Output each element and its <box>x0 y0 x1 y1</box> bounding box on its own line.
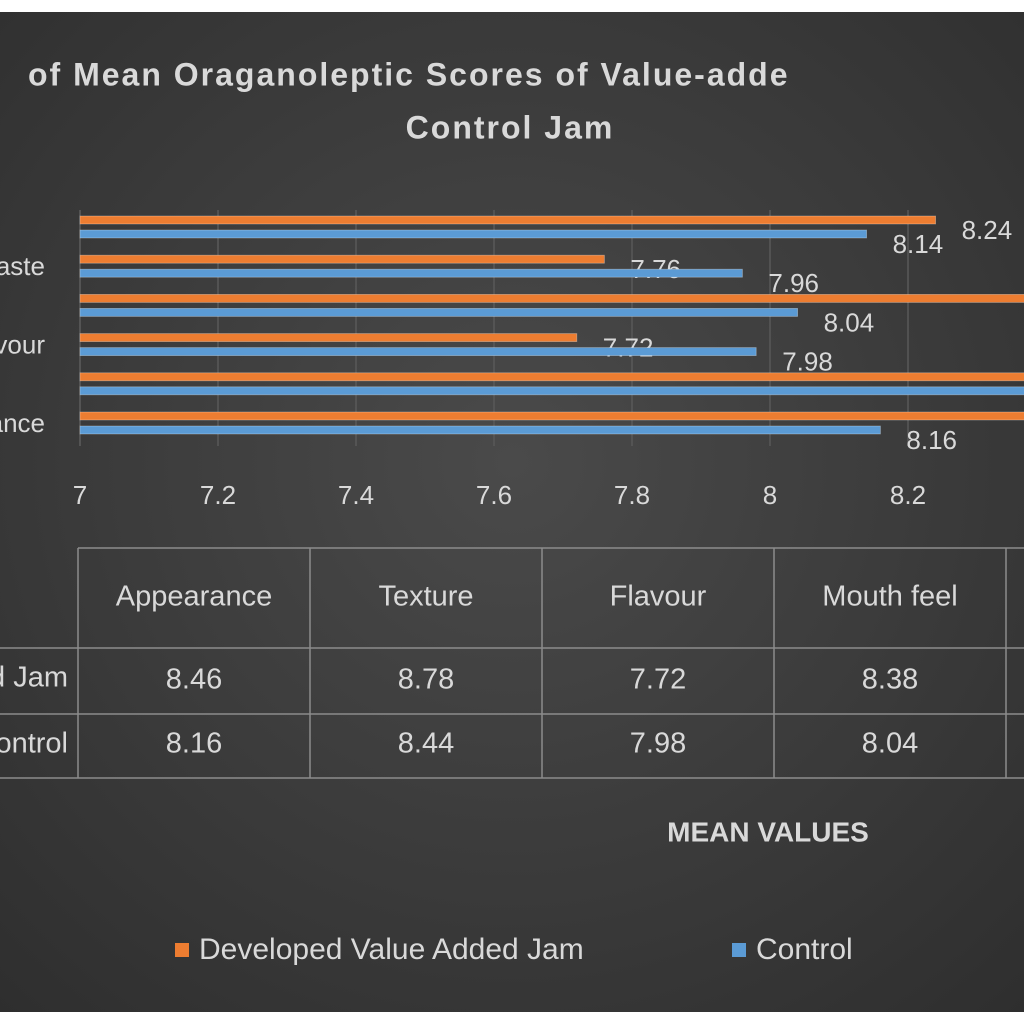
data-label: 7.98 <box>782 346 833 376</box>
bar <box>79 411 1024 421</box>
bar <box>79 347 757 357</box>
bar <box>79 425 881 435</box>
bar <box>79 293 1024 303</box>
x-tick-label: 7 <box>73 480 87 510</box>
table-row-label: Developed Value Added Jam <box>0 662 68 694</box>
table-cell: 7.98 <box>630 728 686 760</box>
x-tick-label: 7.2 <box>200 480 236 510</box>
data-label: 7.76 <box>630 254 681 284</box>
chart-title: Control Jam <box>406 109 615 145</box>
table-cell: 7.72 <box>630 664 686 696</box>
table-cell: 8.78 <box>398 664 454 696</box>
legend-label: Developed Value Added Jam <box>199 933 584 966</box>
table-cell: 8.44 <box>398 728 454 760</box>
bar <box>79 372 1024 382</box>
bar <box>79 229 867 239</box>
x-tick-label: 8 <box>763 480 777 510</box>
chart-title: of Mean Oraganoleptic Scores of Value-ad… <box>28 56 790 92</box>
table-header: Mouth feel <box>822 581 957 613</box>
x-tick-label: 8.2 <box>890 480 926 510</box>
data-label: 8.24 <box>962 215 1013 245</box>
table-header: Flavour <box>610 581 707 613</box>
x-tick-label: 7.6 <box>476 480 512 510</box>
table-header: Texture <box>378 581 473 613</box>
data-label: 7.96 <box>768 268 819 298</box>
chart-background <box>0 12 1024 1012</box>
table-cell: 8.38 <box>862 664 918 696</box>
table-header: Appearance <box>116 581 272 613</box>
legend-label: Control <box>756 933 853 966</box>
bar <box>79 215 936 225</box>
table-cell: 8.46 <box>166 664 222 696</box>
bar <box>79 307 798 317</box>
legend-swatch <box>732 943 746 957</box>
bar <box>79 333 578 343</box>
y-tick-label: Flavour <box>0 329 45 359</box>
table-row-label: Control <box>0 728 68 760</box>
table-cell: 8.16 <box>166 728 222 760</box>
legend-swatch <box>175 943 189 957</box>
bar <box>79 386 1024 396</box>
table-cell: 8.04 <box>862 728 918 760</box>
bar <box>79 268 743 278</box>
data-label: 8.14 <box>893 229 944 259</box>
bar <box>79 254 605 264</box>
data-label: 7.72 <box>603 332 654 362</box>
y-tick-label: Appearance <box>0 408 45 438</box>
x-axis-title: MEAN VALUES <box>667 816 869 847</box>
data-label: 8.04 <box>824 307 875 337</box>
x-tick-label: 7.4 <box>338 480 374 510</box>
x-tick-label: 7.8 <box>614 480 650 510</box>
y-tick-label: Taste <box>0 251 45 281</box>
data-label: 8.16 <box>906 425 957 455</box>
